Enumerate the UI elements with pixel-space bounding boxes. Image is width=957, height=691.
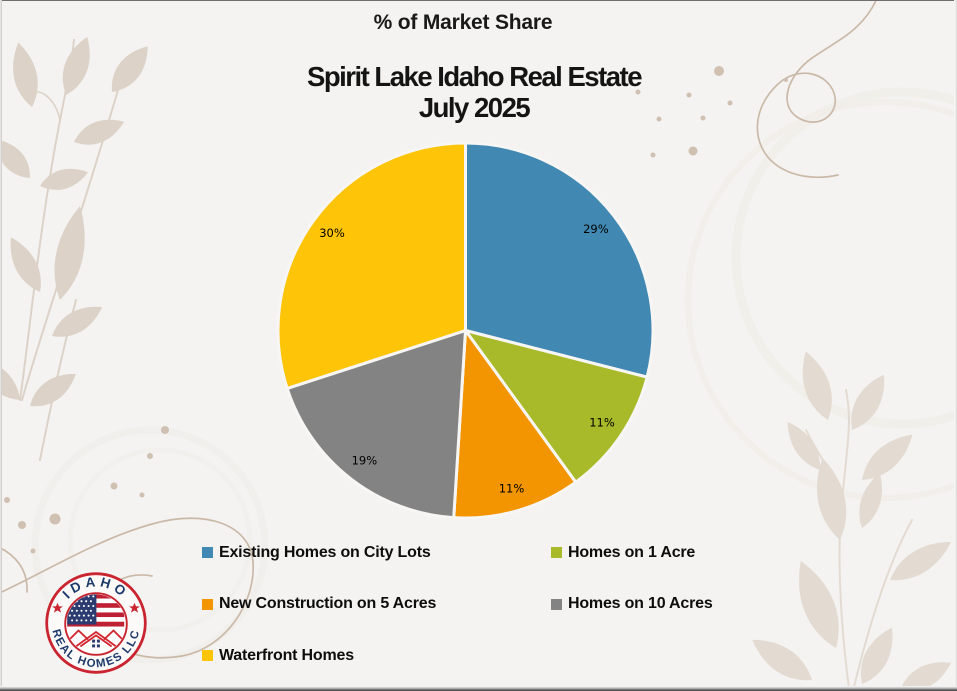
leaf <box>40 168 89 190</box>
chart-title: % of Market Share <box>373 10 553 34</box>
leaf <box>62 36 90 95</box>
leaf <box>111 46 148 92</box>
pie-data-label-3: 11% <box>499 481 525 495</box>
legend-label-5: Waterfront Homes <box>219 646 354 664</box>
leaf <box>52 306 103 337</box>
leaf <box>799 560 839 648</box>
legend-item-5[interactable]: Waterfront Homes <box>202 647 354 665</box>
slide-edge-left <box>0 0 2 691</box>
leaf-decorations <box>0 36 952 691</box>
pie-data-label-5: 30% <box>319 226 345 240</box>
leaf <box>900 662 952 691</box>
leaf <box>802 351 832 420</box>
legend-label-3: New Construction on 5 Acres <box>219 595 437 612</box>
leaf <box>787 421 821 470</box>
logo-star-right <box>129 602 140 613</box>
leaf <box>862 434 913 480</box>
pie-data-label-2: 11% <box>589 416 615 430</box>
slide-edge-top <box>0 0 957 1</box>
leaf <box>13 42 38 107</box>
leaf <box>890 541 952 581</box>
legend-swatch-1 <box>202 547 213 558</box>
slide-edge-right <box>954 0 957 691</box>
pie-slice-1[interactable] <box>464 141 655 379</box>
page-title-line1: Spirit Lake Idaho Real Estate <box>307 60 642 92</box>
legend-label-2: Homes on 1 Acre <box>568 543 696 561</box>
legend-label-1: Existing Homes on City Lots <box>219 543 431 561</box>
legend-item-1[interactable]: Existing Homes on City Lots <box>202 544 431 562</box>
pie-data-label-4: 19% <box>352 453 378 467</box>
house-windows <box>92 639 100 648</box>
leaf <box>30 373 76 407</box>
scatter-dots <box>4 66 788 554</box>
swirl-left-edge <box>0 546 28 593</box>
legend-swatch-3 <box>202 598 213 610</box>
swirl-top-right <box>756 0 878 179</box>
leaf <box>0 139 31 178</box>
logo-star-left <box>52 602 63 613</box>
leaf <box>54 206 85 300</box>
pie-slice-3[interactable] <box>452 329 578 520</box>
idaho-real-homes-logo: IDAHO REAL HOMES LLC <box>45 572 147 674</box>
legend-swatch-5 <box>202 650 213 661</box>
leaf <box>860 627 893 684</box>
pie-data-label-1: 29% <box>583 222 609 236</box>
page-title: Spirit Lake Idaho Real Estate July 2025 <box>307 60 642 124</box>
legend-swatch-4 <box>551 598 562 610</box>
pie-slice-5[interactable] <box>276 141 467 390</box>
leaf <box>10 237 41 292</box>
faint-circles <box>31 87 957 664</box>
page-title-line2: July 2025 <box>418 92 531 123</box>
mountain-house <box>67 629 125 647</box>
leaf <box>851 374 885 430</box>
leaf-stem <box>851 519 913 691</box>
legend-label-4: Homes on 10 Acres <box>568 595 713 612</box>
logo-emblem <box>67 594 125 648</box>
american-flag <box>67 594 125 627</box>
leaf <box>74 119 125 145</box>
legend-swatch-2 <box>551 547 562 558</box>
slide-edge-bottom <box>0 686 957 691</box>
leaf <box>752 639 812 681</box>
leaf <box>816 457 847 540</box>
legend-item-2[interactable]: Homes on 1 Acre <box>551 544 695 562</box>
legend-item-3[interactable]: New Construction on 5 Acres <box>202 595 436 613</box>
legend-item-4[interactable]: Homes on 10 Acres <box>551 595 713 613</box>
pie-slice-2[interactable] <box>464 329 649 484</box>
leaf <box>859 472 883 528</box>
pie-slice-4[interactable] <box>285 329 467 520</box>
leaf <box>0 358 20 400</box>
